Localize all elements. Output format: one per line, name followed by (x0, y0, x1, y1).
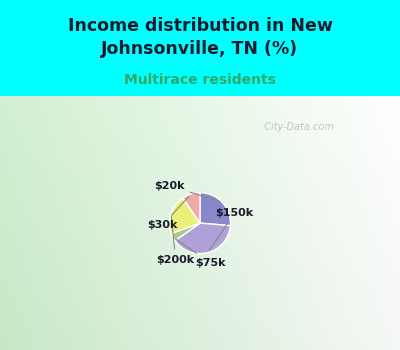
Text: $75k: $75k (175, 239, 226, 268)
Text: Multirace residents: Multirace residents (124, 73, 276, 87)
Wedge shape (170, 198, 200, 233)
Wedge shape (200, 193, 230, 226)
Wedge shape (183, 193, 200, 223)
Text: City-Data.com: City-Data.com (258, 122, 334, 132)
Text: $150k: $150k (210, 208, 254, 250)
Wedge shape (171, 223, 200, 240)
Wedge shape (175, 223, 230, 253)
Text: $20k: $20k (154, 181, 220, 202)
Text: Income distribution in New
Johnsonville, TN (%): Income distribution in New Johnsonville,… (68, 17, 332, 57)
Text: $200k: $200k (156, 217, 195, 265)
Text: $30k: $30k (147, 196, 189, 230)
